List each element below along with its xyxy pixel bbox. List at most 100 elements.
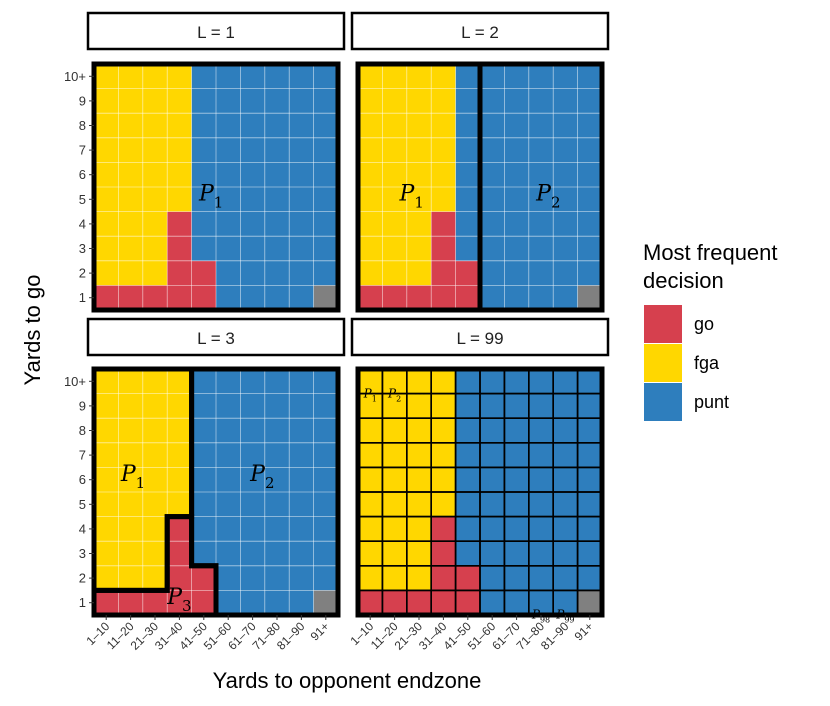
heatmap-cell — [358, 162, 383, 187]
heatmap-cell — [480, 187, 505, 212]
heatmap-cell — [216, 467, 241, 492]
heatmap-cell — [142, 418, 168, 443]
heatmap-cell — [118, 260, 143, 286]
y-tick-label: 6 — [79, 472, 86, 487]
heatmap-cell — [118, 187, 143, 212]
heatmap-cell — [358, 393, 383, 419]
heatmap-cell — [382, 418, 407, 443]
heatmap-cell — [240, 260, 265, 286]
heatmap-cell — [264, 187, 290, 212]
heatmap-cell — [118, 516, 143, 542]
heatmap-cell — [553, 418, 578, 443]
heatmap-cell — [577, 516, 602, 542]
heatmap-cell — [455, 565, 480, 591]
heatmap-cell — [118, 137, 143, 163]
heatmap-cell — [118, 64, 143, 89]
heatmap-cell — [289, 442, 314, 468]
heatmap-cell — [216, 187, 241, 212]
heatmap-cell — [191, 64, 216, 89]
heatmap-cell — [94, 565, 119, 591]
heatmap-cell — [167, 285, 192, 310]
heatmap-cell — [118, 113, 143, 138]
heatmap-cell — [406, 393, 432, 419]
heatmap-cell — [216, 590, 241, 615]
heatmap-cell — [167, 162, 192, 187]
heatmap-cell — [216, 88, 241, 114]
y-tick-label: 2 — [79, 266, 86, 281]
heatmap-cell — [167, 590, 192, 615]
heatmap-cell — [289, 369, 314, 394]
heatmap-cell — [577, 467, 602, 492]
heatmap-cell — [240, 369, 265, 394]
heatmap-cell — [94, 418, 119, 443]
heatmap-cell — [480, 393, 505, 419]
heatmap-cell — [142, 187, 168, 212]
heatmap-cell — [577, 369, 602, 394]
heatmap-cell — [313, 516, 338, 542]
heatmap-cell — [455, 137, 480, 163]
heatmap-cell — [480, 442, 505, 468]
heatmap-cell — [358, 285, 383, 310]
heatmap-cell — [313, 418, 338, 443]
heatmap-cell — [313, 137, 338, 163]
heatmap-cell — [382, 64, 407, 89]
heatmap-cell — [406, 590, 432, 615]
heatmap-cell — [553, 113, 578, 138]
heatmap-cell — [528, 113, 554, 138]
heatmap-cell — [264, 369, 290, 394]
heatmap-cell — [431, 260, 456, 286]
heatmap-cell — [480, 369, 505, 394]
heatmap-cell — [528, 565, 554, 591]
heatmap-cell — [480, 590, 505, 615]
heatmap-cell — [577, 236, 602, 261]
partition-label: ⋯ — [511, 608, 523, 622]
heatmap-cell — [167, 187, 192, 212]
heatmap-cell — [313, 442, 338, 468]
heatmap-cell — [455, 541, 480, 566]
heatmap-cell — [553, 137, 578, 163]
heatmap-cell — [406, 162, 432, 187]
heatmap-cell — [118, 442, 143, 468]
heatmap-cell — [577, 260, 602, 286]
heatmap-cell — [264, 260, 290, 286]
heatmap-cell — [480, 137, 505, 163]
heatmap-cell — [455, 162, 480, 187]
heatmap-cell — [142, 442, 168, 468]
heatmap-cell — [191, 590, 216, 615]
heatmap-cell — [382, 88, 407, 114]
heatmap-cell — [216, 442, 241, 468]
facet-title: L = 1 — [197, 23, 235, 42]
heatmap-cell — [480, 260, 505, 286]
heatmap-cell — [216, 211, 241, 237]
heatmap-cell — [313, 541, 338, 566]
heatmap-cell — [94, 516, 119, 542]
heatmap-cell — [240, 516, 265, 542]
heatmap-cell — [142, 113, 168, 138]
y-tick-label: 7 — [79, 448, 86, 463]
heatmap-cell — [358, 113, 383, 138]
heatmap-cell — [167, 64, 192, 89]
partition-outline — [355, 366, 605, 618]
heatmap-cell — [553, 236, 578, 261]
heatmap-cell — [313, 187, 338, 212]
heatmap-cell — [142, 137, 168, 163]
heatmap-cell — [455, 590, 480, 615]
heatmap-cell — [264, 162, 290, 187]
heatmap-cell — [191, 162, 216, 187]
facet-strip — [86, 317, 346, 357]
heatmap-cell — [406, 64, 432, 89]
heatmap-cell — [264, 393, 290, 419]
heatmap-cell — [289, 565, 314, 591]
heatmap-cell — [455, 236, 480, 261]
heatmap-cell — [577, 442, 602, 468]
heatmap-cell — [553, 369, 578, 394]
partition-outline — [91, 514, 219, 618]
heatmap-cell — [191, 211, 216, 237]
heatmap-cell — [118, 88, 143, 114]
heatmap-cell — [382, 369, 407, 394]
heatmap-cell — [167, 369, 192, 394]
heatmap-cell — [142, 393, 168, 419]
heatmap-cell — [504, 211, 529, 237]
heatmap-cell — [191, 369, 216, 394]
heatmap-cell — [289, 64, 314, 89]
